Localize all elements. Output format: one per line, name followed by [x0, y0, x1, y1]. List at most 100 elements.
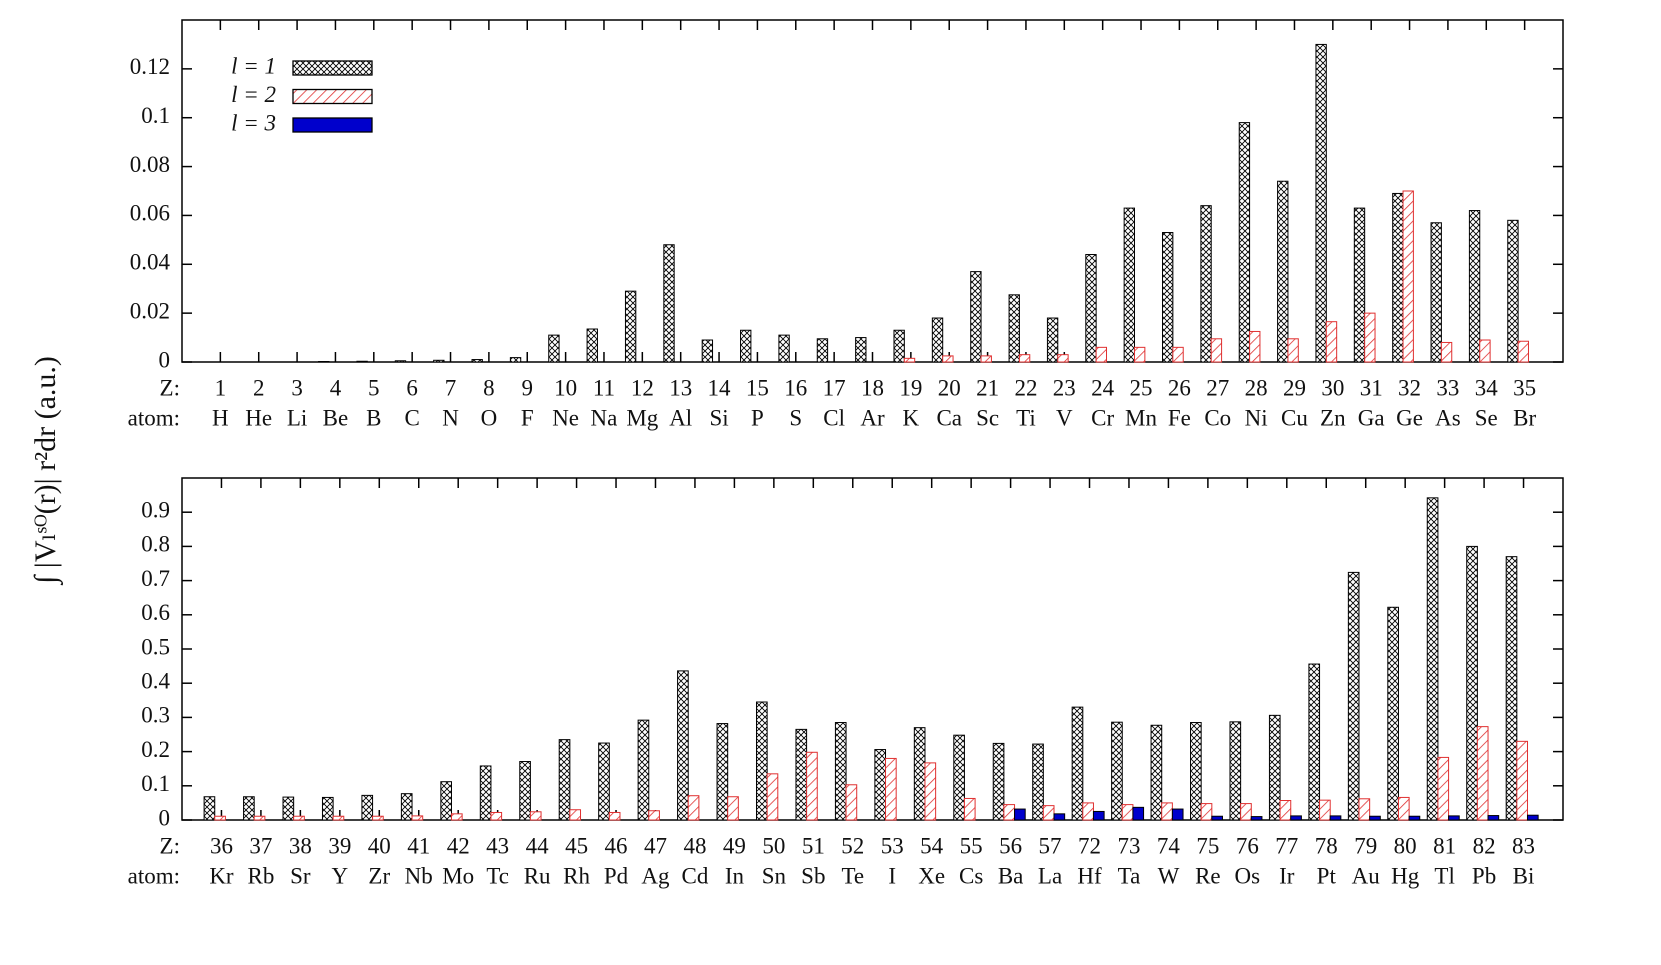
y-tick-label: 0.06 — [130, 201, 170, 226]
atom-label: V — [1056, 405, 1073, 430]
bar — [1200, 205, 1212, 363]
atom-label: Te — [841, 863, 864, 888]
bar — [1277, 180, 1289, 363]
atom-label: Sc — [976, 405, 999, 430]
bar — [1315, 43, 1327, 363]
atom-label: Mo — [442, 863, 474, 888]
bar — [411, 815, 424, 821]
bar — [1003, 804, 1016, 821]
bar — [1018, 354, 1031, 363]
y-tick-label: 0.6 — [141, 600, 170, 625]
y-tick-label: 0 — [159, 805, 171, 830]
legend-label: l = 1 — [231, 53, 276, 78]
bar — [400, 793, 413, 821]
bar — [766, 773, 779, 821]
y-tick-label: 0.12 — [130, 54, 170, 79]
x-tick-label: 11 — [593, 375, 615, 400]
bar — [1095, 346, 1108, 363]
x-tick-label: 82 — [1473, 833, 1496, 858]
x-tick-label: 30 — [1321, 375, 1344, 400]
bar — [332, 815, 345, 821]
bar — [361, 794, 374, 821]
bar — [677, 670, 689, 821]
bar — [1487, 815, 1500, 821]
bar — [1211, 815, 1223, 821]
bar — [1053, 813, 1066, 821]
x-tick-label: 34 — [1475, 375, 1499, 400]
atom-label: Na — [591, 405, 618, 430]
atom-label: W — [1158, 863, 1180, 888]
atom-label: Au — [1352, 863, 1381, 888]
legend-label: l = 2 — [231, 82, 276, 107]
x-tick-label: 54 — [920, 833, 944, 858]
atom-label: Pt — [1317, 863, 1337, 888]
atom-label: Ar — [860, 405, 885, 430]
bar — [701, 339, 714, 363]
atom-label: Mn — [1125, 405, 1157, 430]
atom-label: Se — [1475, 405, 1498, 430]
atom-label: Rb — [247, 863, 274, 888]
x-tick-label: 10 — [554, 375, 577, 400]
atom-label: Rh — [563, 863, 590, 888]
atom-label: Al — [669, 405, 692, 430]
bar — [885, 757, 897, 821]
x-tick-label: 22 — [1014, 375, 1037, 400]
bar — [1468, 210, 1481, 363]
atom-label: Sn — [762, 863, 787, 888]
bar — [282, 796, 295, 821]
x-tick-label: 40 — [368, 833, 391, 858]
bar — [509, 357, 522, 363]
y-tick-label: 0.02 — [130, 298, 170, 323]
x-tick-label: 29 — [1283, 375, 1306, 400]
x-tick-label: 79 — [1354, 833, 1377, 858]
bar — [243, 796, 255, 821]
bar — [980, 355, 992, 363]
atom-label: Fe — [1168, 405, 1191, 430]
legend-swatch — [292, 117, 373, 133]
atom-label: P — [751, 405, 764, 430]
bar — [1440, 341, 1453, 363]
bar — [394, 360, 407, 363]
bar — [433, 359, 445, 363]
x-tick-label: 81 — [1433, 833, 1456, 858]
atom-label: Br — [1513, 405, 1536, 430]
atom-label: Pb — [1472, 863, 1496, 888]
atom-label: B — [366, 405, 381, 430]
bar — [727, 796, 739, 821]
bar — [1517, 340, 1529, 363]
x-tick-label: 27 — [1206, 375, 1229, 400]
atom-label: Li — [287, 405, 307, 430]
bar — [1364, 312, 1376, 363]
atom-label: Cs — [959, 863, 983, 888]
bar — [1092, 810, 1105, 821]
bar — [471, 359, 483, 363]
atom-label: Hg — [1391, 863, 1420, 888]
bar — [203, 796, 216, 821]
x-tick-label: 44 — [526, 833, 550, 858]
bar — [1516, 740, 1528, 821]
x-tick-label: 19 — [899, 375, 922, 400]
x-tick-label: 25 — [1130, 375, 1153, 400]
bar — [992, 742, 1005, 821]
x-tick-label: 24 — [1091, 375, 1115, 400]
atom-label: C — [404, 405, 419, 430]
bar — [214, 815, 226, 821]
z-heading: Z: — [160, 375, 180, 400]
atom-label: Ru — [524, 863, 551, 888]
x-tick-label: 55 — [960, 833, 983, 858]
atom-label: Tc — [486, 863, 509, 888]
bar — [1279, 800, 1292, 821]
bar — [1448, 815, 1460, 821]
bar — [648, 810, 660, 821]
atom-heading: atom: — [128, 405, 180, 430]
bar — [1071, 706, 1084, 821]
bar — [893, 329, 905, 363]
x-tick-label: 49 — [723, 833, 746, 858]
x-tick-label: 9 — [522, 375, 534, 400]
atom-label: Zr — [368, 863, 390, 888]
bar — [490, 811, 503, 821]
x-tick-label: 76 — [1236, 833, 1259, 858]
bar — [598, 742, 610, 821]
bar — [1121, 804, 1134, 821]
bar — [913, 727, 926, 821]
